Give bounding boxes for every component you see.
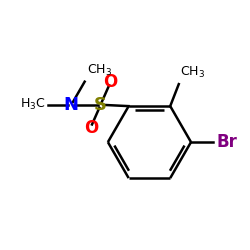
Text: CH$_3$: CH$_3$: [87, 63, 112, 78]
Text: H$_3$C: H$_3$C: [20, 97, 46, 112]
Text: Br: Br: [216, 133, 237, 151]
Text: S: S: [94, 96, 107, 114]
Text: O: O: [103, 73, 118, 91]
Text: N: N: [64, 96, 79, 114]
Text: O: O: [84, 119, 98, 137]
Text: CH$_3$: CH$_3$: [180, 65, 205, 80]
